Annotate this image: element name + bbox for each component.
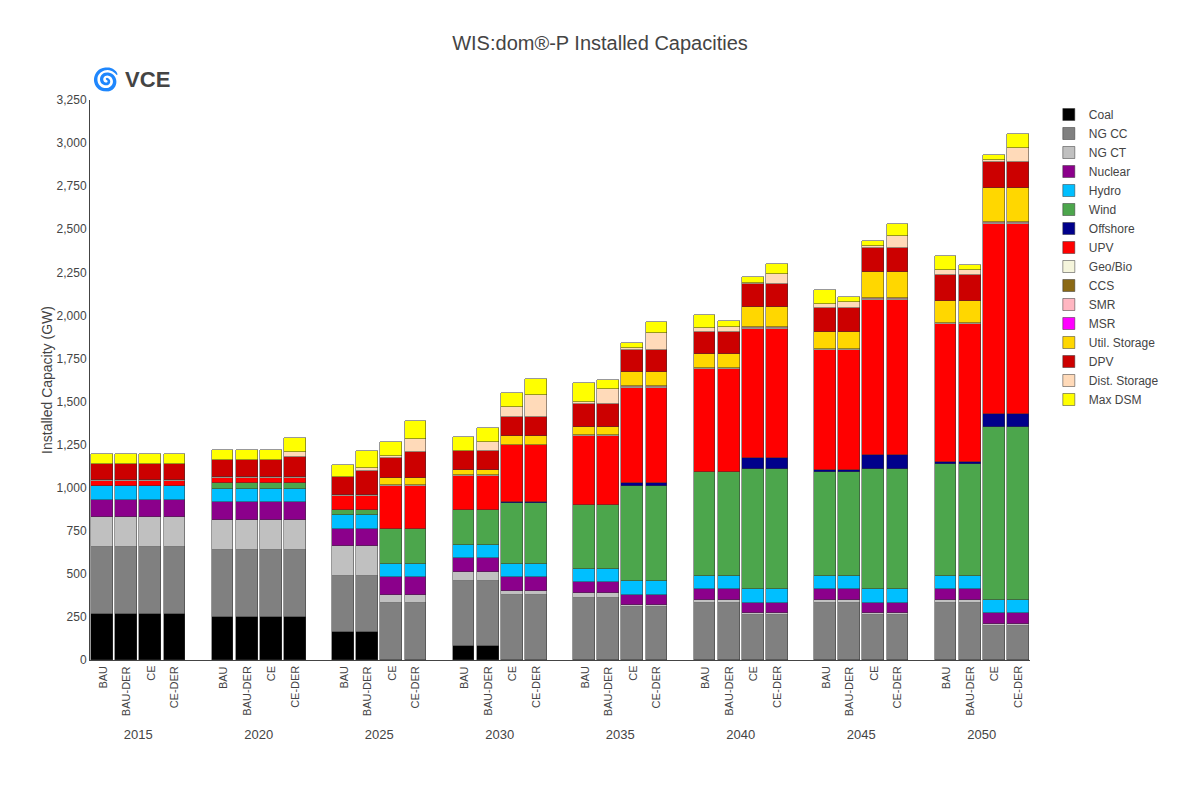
svg-text:2025: 2025 — [365, 727, 394, 742]
svg-text:Offshore: Offshore — [1089, 222, 1135, 236]
svg-text:2,000: 2,000 — [57, 309, 87, 323]
svg-text:2035: 2035 — [606, 727, 635, 742]
svg-text:CE-DER: CE-DER — [891, 666, 903, 708]
svg-text:BAU-DER: BAU-DER — [723, 666, 735, 716]
svg-text:Util. Storage: Util. Storage — [1089, 336, 1155, 350]
svg-text:CE: CE — [506, 666, 518, 681]
svg-text:2,750: 2,750 — [57, 179, 87, 193]
svg-text:CE-DER: CE-DER — [1012, 666, 1024, 708]
svg-text:2045: 2045 — [847, 727, 876, 742]
svg-text:CE-DER: CE-DER — [650, 666, 662, 708]
svg-text:NG CT: NG CT — [1089, 146, 1127, 160]
svg-text:CE: CE — [145, 665, 157, 680]
svg-text:2050: 2050 — [967, 727, 996, 742]
svg-text:500: 500 — [67, 567, 87, 581]
svg-text:2020: 2020 — [244, 727, 273, 742]
svg-text:BAU-DER: BAU-DER — [120, 667, 132, 717]
svg-text:1,500: 1,500 — [57, 395, 87, 409]
svg-text:BAU: BAU — [97, 666, 109, 689]
svg-text:Coal: Coal — [1089, 108, 1114, 122]
svg-text:250: 250 — [67, 610, 87, 624]
svg-text:BAU-DER: BAU-DER — [482, 666, 494, 716]
svg-text:CE: CE — [988, 666, 1000, 681]
svg-text:2030: 2030 — [485, 727, 514, 742]
svg-text:CCS: CCS — [1089, 279, 1114, 293]
svg-text:CE-DER: CE-DER — [530, 666, 542, 708]
svg-text:CE: CE — [386, 665, 398, 680]
svg-text:BAU-DER: BAU-DER — [843, 667, 855, 717]
svg-text:WIS:dom®-P Installed Capacitie: WIS:dom®-P Installed Capacities — [452, 32, 748, 54]
svg-text:Hydro: Hydro — [1089, 184, 1121, 198]
svg-text:CE: CE — [747, 666, 759, 681]
svg-text:BAU-DER: BAU-DER — [241, 666, 253, 716]
svg-text:1,750: 1,750 — [57, 352, 87, 366]
svg-text:BAU: BAU — [217, 666, 229, 689]
svg-text:BAU: BAU — [458, 666, 470, 689]
svg-text:Installed Capacity (GW): Installed Capacity (GW) — [39, 306, 55, 454]
svg-text:NG CC: NG CC — [1089, 127, 1128, 141]
svg-text:3,000: 3,000 — [57, 136, 87, 150]
svg-text:1,000: 1,000 — [57, 481, 87, 495]
svg-text:3,250: 3,250 — [57, 93, 87, 107]
svg-text:BAU-DER: BAU-DER — [361, 667, 373, 717]
svg-text:Geo/Bio: Geo/Bio — [1089, 260, 1133, 274]
svg-text:2040: 2040 — [726, 727, 755, 742]
svg-text:MSR: MSR — [1089, 317, 1116, 331]
svg-text:Nuclear: Nuclear — [1089, 165, 1130, 179]
svg-text:Max DSM: Max DSM — [1089, 393, 1142, 407]
svg-text:Wind: Wind — [1089, 203, 1116, 217]
svg-text:BAU: BAU — [820, 666, 832, 689]
svg-text:BAU: BAU — [579, 666, 591, 689]
svg-text:BAU: BAU — [940, 666, 952, 689]
svg-text:0: 0 — [80, 653, 87, 667]
svg-text:CE-DER: CE-DER — [289, 666, 301, 708]
svg-text:CE: CE — [265, 666, 277, 681]
svg-text:CE-DER: CE-DER — [409, 666, 421, 708]
svg-text:BAU-DER: BAU-DER — [602, 667, 614, 717]
svg-text:CE-DER: CE-DER — [771, 666, 783, 708]
svg-text:2,500: 2,500 — [57, 222, 87, 236]
svg-text:CE-DER: CE-DER — [168, 666, 180, 708]
svg-text:750: 750 — [67, 524, 87, 538]
svg-text:SMR: SMR — [1089, 298, 1116, 312]
svg-text:BAU: BAU — [338, 666, 350, 689]
svg-text:2,250: 2,250 — [57, 266, 87, 280]
svg-text:Dist. Storage: Dist. Storage — [1089, 374, 1159, 388]
svg-text:1,250: 1,250 — [57, 438, 87, 452]
svg-text:BAU-DER: BAU-DER — [964, 666, 976, 716]
svg-text:UPV: UPV — [1089, 241, 1114, 255]
svg-text:2015: 2015 — [124, 727, 153, 742]
svg-text:DPV: DPV — [1089, 355, 1114, 369]
svg-text:🌀 VCE: 🌀 VCE — [92, 66, 170, 92]
svg-text:BAU: BAU — [699, 666, 711, 689]
svg-text:CE: CE — [627, 666, 639, 681]
svg-text:CE: CE — [868, 666, 880, 681]
